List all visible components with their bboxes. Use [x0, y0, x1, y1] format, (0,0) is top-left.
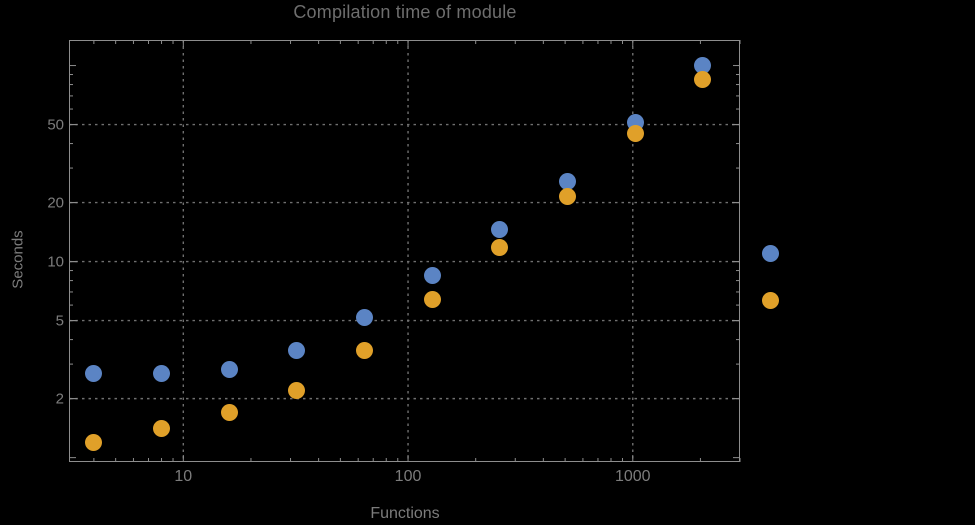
data-point [288, 342, 306, 360]
data-point [220, 403, 238, 421]
y-tick-label: 20 [47, 194, 64, 212]
data-point [153, 420, 171, 438]
data-point [491, 221, 509, 239]
data-point [558, 187, 576, 205]
y-axis-title: Seconds [9, 230, 27, 289]
data-point [220, 361, 238, 379]
data-point [761, 244, 779, 262]
data-point [288, 382, 306, 399]
y-tick-label: 50 [47, 116, 64, 134]
chart-title: Compilation time of module [293, 2, 517, 22]
data-point [491, 239, 509, 256]
plot-frame [69, 40, 740, 462]
y-tick-label: 2 [55, 390, 64, 408]
data-point [761, 292, 779, 310]
data-point [355, 308, 373, 326]
y-axis-tick-labels: 2 5 10 20 50 [8, 0, 64, 525]
data-point [85, 364, 103, 382]
data-point [423, 291, 441, 309]
x-tick-label: 1000 [614, 468, 651, 485]
x-tick-label: 100 [394, 468, 422, 485]
y-tick-label: 5 [55, 312, 64, 330]
data-point [694, 57, 712, 75]
x-tick-label: 10 [174, 468, 193, 485]
data-point [558, 173, 576, 191]
data-point [626, 125, 644, 143]
data-point [153, 364, 171, 382]
data-point [423, 266, 441, 284]
data-point [355, 342, 373, 360]
x-axis-title: Functions [370, 505, 440, 522]
data-point [694, 70, 712, 88]
y-tick-label: 10 [47, 253, 64, 271]
data-point [85, 433, 103, 451]
